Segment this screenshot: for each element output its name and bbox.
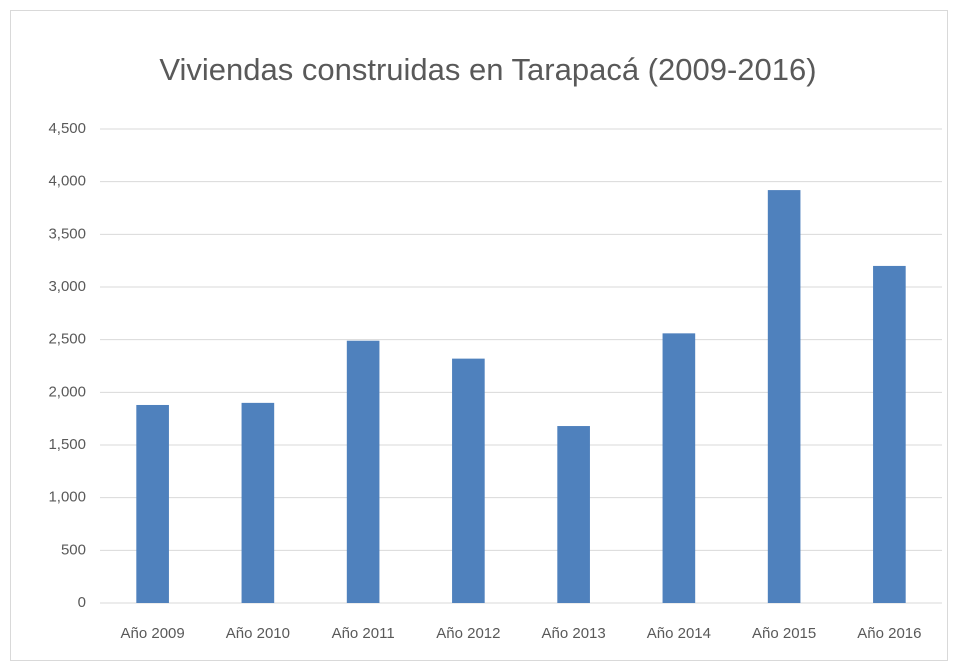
x-tick-label: Año 2010 bbox=[226, 625, 290, 642]
x-tick-label: Año 2016 bbox=[857, 625, 921, 642]
y-tick-label: 2,000 bbox=[48, 383, 86, 400]
x-tick-label: Año 2012 bbox=[436, 625, 500, 642]
bar bbox=[557, 426, 590, 603]
x-tick-label: Año 2011 bbox=[332, 625, 395, 642]
y-tick-label: 1,500 bbox=[48, 436, 86, 453]
y-tick-label: 1,000 bbox=[48, 489, 86, 506]
y-tick-label: 3,500 bbox=[48, 225, 86, 242]
x-tick-label: Año 2014 bbox=[647, 625, 711, 642]
y-tick-label: 4,500 bbox=[48, 120, 86, 137]
y-tick-label: 4,000 bbox=[48, 173, 86, 190]
y-tick-label: 3,000 bbox=[48, 278, 86, 295]
y-tick-label: 500 bbox=[61, 541, 86, 558]
bar bbox=[873, 265, 906, 603]
y-tick-label: 0 bbox=[78, 594, 86, 611]
x-tick-label: Año 2009 bbox=[121, 625, 185, 642]
bar bbox=[662, 333, 696, 603]
x-tick-label: Año 2015 bbox=[752, 625, 816, 642]
x-tick-label: Año 2013 bbox=[542, 625, 606, 642]
y-tick-label: 2,500 bbox=[48, 331, 86, 348]
bar bbox=[767, 190, 801, 604]
bar bbox=[452, 358, 485, 603]
bar bbox=[241, 402, 275, 603]
bar bbox=[346, 340, 380, 603]
bar bbox=[136, 404, 169, 603]
chart-title: Viviendas construidas en Tarapacá (2009-… bbox=[159, 52, 816, 87]
